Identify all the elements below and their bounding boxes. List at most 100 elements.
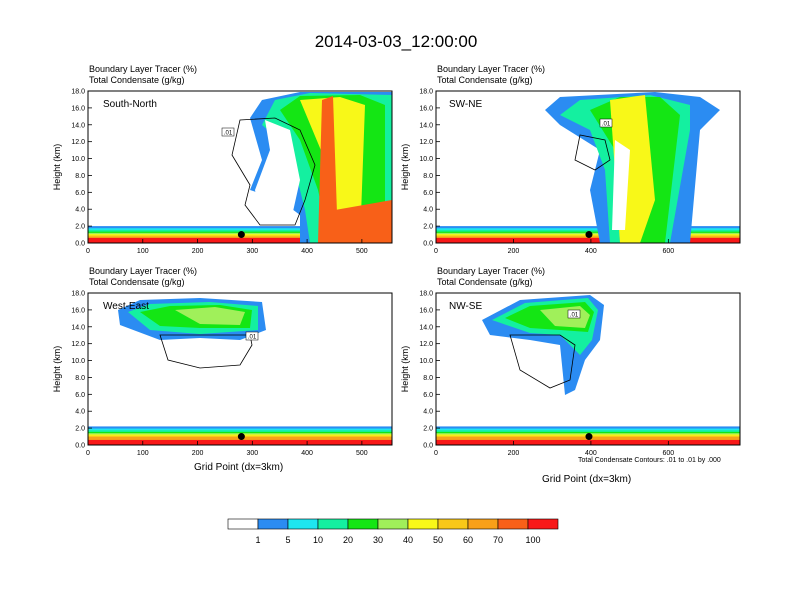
y-axis-title-3: Height (km) xyxy=(52,346,62,393)
y-tick-label-3-7: 14.0 xyxy=(71,324,85,331)
plume-1-gap xyxy=(255,120,300,225)
y-tick-label-1-1: 2.0 xyxy=(75,224,85,231)
x-tick-label-4-2: 400 xyxy=(585,450,597,457)
x-tick-label-1-1: 100 xyxy=(137,248,149,255)
tracer-band-4-8 xyxy=(436,439,740,445)
x-tick-label-2-2: 400 xyxy=(585,248,597,255)
colorbar-swatch-5 xyxy=(377,518,409,530)
x-tick-label-4-3: 600 xyxy=(663,450,675,457)
colorbar-label-60: 60 xyxy=(462,535,473,545)
contour-label-box-1 xyxy=(221,127,235,137)
y-tick-label-3-6: 12.0 xyxy=(71,341,85,348)
y-tick-label-4-2: 4.0 xyxy=(423,409,433,416)
plot-area-2 xyxy=(436,92,740,243)
plume-3-inner xyxy=(175,307,245,325)
y-tick-label-4-3: 6.0 xyxy=(423,392,433,399)
x-tick-label-2-0: 0 xyxy=(434,248,438,255)
panel-2-title: Boundary Layer Tracer (%) Total Condensa… xyxy=(437,64,545,86)
colorbar-swatch-9 xyxy=(497,518,529,530)
panel-2-title-tracer: Boundary Layer Tracer (%) xyxy=(437,64,546,74)
panel-1: .01 South-North 0.0 2.0 4.0 6.0 8.0 10.0 12.0 14.… xyxy=(52,89,393,255)
panel-1-title-condensate: Total Condensate (g/kg) xyxy=(89,75,185,85)
x-tick-label-1-0: 0 xyxy=(86,248,90,255)
colorbar-swatch-1 xyxy=(257,518,289,530)
frame-3 xyxy=(87,292,393,446)
panel-4-title: Boundary Layer Tracer (%) Total Condensa… xyxy=(437,266,545,288)
y-tick-label-3-0: 0.0 xyxy=(75,443,85,450)
tracer-band-3-8 xyxy=(88,439,392,445)
y-tick-label-1-0: 0.0 xyxy=(75,241,85,248)
y-axis-title-4: Height (km) xyxy=(400,346,410,393)
plot-area-1 xyxy=(88,92,392,243)
colorbar-label-50: 50 xyxy=(432,535,443,545)
plot-area-3 xyxy=(88,298,392,445)
tracer-band-1-8 xyxy=(88,237,392,243)
x-tick-label-4-0: 0 xyxy=(434,450,438,457)
location-marker-1 xyxy=(237,231,245,239)
x-tick-label-2-3: 600 xyxy=(663,248,675,255)
y-tick-label-4-5: 10.0 xyxy=(419,358,433,365)
contour-4 xyxy=(509,334,576,389)
page-title: 2014-03-03_12:00:00 xyxy=(314,32,478,51)
y-tick-label-1-9: 18.0 xyxy=(71,89,85,96)
colorbar-label-30: 30 xyxy=(372,535,383,545)
y-tick-label-2-1: 2.0 xyxy=(423,224,433,231)
y-tick-label-3-5: 10.0 xyxy=(71,358,85,365)
y-tick-label-2-4: 8.0 xyxy=(423,173,433,180)
frame-1 xyxy=(87,90,393,244)
contour-label-box-3 xyxy=(245,331,259,341)
contour-label-4: .01 xyxy=(570,313,579,319)
colorbar-label-5: 5 xyxy=(285,535,291,545)
x-tick-label-3-2: 200 xyxy=(192,450,204,457)
colorbar-swatch-0 xyxy=(227,518,259,530)
panel-4: .01 NW-SE 0.0 2.0 4.0 6.0 8.0 10.0 12.0 14.0 16.0 1… xyxy=(400,291,741,457)
y-tick-label-4-4: 8.0 xyxy=(423,375,433,382)
y-tick-label-1-7: 14.0 xyxy=(71,122,85,129)
x-axis-title-left: Grid Point (dx=3km) xyxy=(194,462,284,473)
frame-4 xyxy=(435,292,741,446)
panel-4-title-tracer: Boundary Layer Tracer (%) xyxy=(437,266,546,276)
location-marker-2 xyxy=(585,231,593,239)
panel-1-title-tracer: Boundary Layer Tracer (%) xyxy=(89,64,198,74)
x-tick-label-3-4: 400 xyxy=(301,450,313,457)
contour-1 xyxy=(231,117,316,226)
colorbar-swatch-8 xyxy=(467,518,499,530)
contour-label-3: .01 xyxy=(248,335,257,341)
y-tick-label-1-6: 12.0 xyxy=(71,139,85,146)
panel-3-title-condensate: Total Condensate (g/kg) xyxy=(89,277,185,287)
y-tick-label-3-3: 6.0 xyxy=(75,392,85,399)
y-tick-label-1-5: 10.0 xyxy=(71,156,85,163)
contour-note: Total Condensate Contours: .01 to .01 by… xyxy=(578,457,721,464)
x-tick-label-3-1: 100 xyxy=(137,450,149,457)
y-tick-label-2-7: 14.0 xyxy=(419,122,433,129)
colorbar-swatch-4 xyxy=(347,518,379,530)
panel-3-title-tracer: Boundary Layer Tracer (%) xyxy=(89,266,198,276)
y-tick-label-2-2: 4.0 xyxy=(423,207,433,214)
colorbar-swatch-6 xyxy=(407,518,439,530)
colorbar-label-40: 40 xyxy=(402,535,413,545)
y-tick-label-3-1: 2.0 xyxy=(75,426,85,433)
contour-label-box-4 xyxy=(567,309,581,319)
x-tick-label-3-3: 300 xyxy=(246,450,258,457)
y-axis-title-1: Height (km) xyxy=(52,144,62,191)
panel-2: .01 SW-NE 0.0 2.0 4.0 6.0 8.0 10.0 12.0 14.0 16.0 1… xyxy=(400,89,741,255)
colorbar-label-20: 20 xyxy=(342,535,353,545)
y-tick-label-4-6: 12.0 xyxy=(419,341,433,348)
colorbar-label-10: 10 xyxy=(312,535,323,545)
y-tick-label-2-9: 18.0 xyxy=(419,89,433,96)
panel-1-title: Boundary Layer Tracer (%) Total Condensa… xyxy=(89,64,197,86)
y-tick-label-1-4: 8.0 xyxy=(75,173,85,180)
colorbar-swatch-7 xyxy=(437,518,469,530)
y-tick-label-3-2: 4.0 xyxy=(75,409,85,416)
y-tick-label-4-7: 14.0 xyxy=(419,324,433,331)
contour-label-1: .01 xyxy=(224,131,233,137)
colorbar-swatch-2 xyxy=(287,518,319,530)
y-tick-label-3-8: 16.0 xyxy=(71,307,85,314)
colorbar-label-100: 100 xyxy=(525,535,541,545)
contour-label-box-2 xyxy=(599,118,613,128)
y-tick-label-1-2: 4.0 xyxy=(75,207,85,214)
x-tick-label-3-5: 500 xyxy=(356,450,368,457)
plume-1-red xyxy=(318,96,338,243)
y-tick-label-1-3: 6.0 xyxy=(75,190,85,197)
y-tick-label-3-4: 8.0 xyxy=(75,375,85,382)
